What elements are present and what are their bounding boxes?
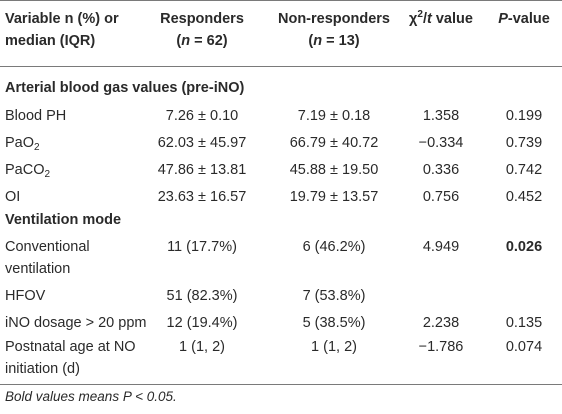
statistic-value: 0.756 xyxy=(422,189,460,205)
table-footnote: Bold values means P < 0.05. xyxy=(5,389,177,404)
row-label: Postnatal age at NO initiation (d) xyxy=(5,339,136,377)
header-responders: Responders (n = 62) xyxy=(160,11,244,49)
statistic-value: −1.786 xyxy=(418,339,464,355)
statistic-value: 1.358 xyxy=(422,108,460,124)
table-top-rule xyxy=(0,0,562,1)
non-responders-value: 7 (53.8%) xyxy=(302,288,366,304)
section-title: Arterial blood gas values (pre-iNO) xyxy=(5,80,245,96)
non-responders-value: 5 (38.5%) xyxy=(302,315,366,331)
row-label: PaCO2 xyxy=(5,162,51,180)
header-p-value: P-value xyxy=(498,11,550,27)
row-label: Conventional ventilation xyxy=(5,239,90,277)
non-responders-value: 6 (46.2%) xyxy=(302,239,366,255)
responders-value: 51 (82.3%) xyxy=(166,288,238,304)
row-label: iNO dosage > 20 ppm xyxy=(5,315,147,331)
table-header: Variable n (%) or median (IQR) Responders… xyxy=(0,8,562,58)
responders-value: 12 (19.4%) xyxy=(166,315,238,331)
header-variable: Variable n (%) or median (IQR) xyxy=(5,11,119,49)
p-value: 0.026 xyxy=(505,239,543,255)
non-responders-value: 66.79 ± 40.72 xyxy=(289,135,379,151)
non-responders-value: 45.88 ± 19.50 xyxy=(289,162,379,178)
header-rule xyxy=(0,66,562,67)
responders-value: 7.26 ± 0.10 xyxy=(165,108,239,124)
statistic-value: 0.336 xyxy=(422,162,460,178)
row-label: Blood PH xyxy=(5,108,67,124)
header-non-responders: Non-responders (n = 13) xyxy=(278,11,390,49)
row-label: HFOV xyxy=(5,288,46,304)
row-label: PaO2 xyxy=(5,135,40,153)
statistic-value: 4.949 xyxy=(422,239,460,255)
p-value: 0.742 xyxy=(505,162,543,178)
responders-value: 62.03 ± 45.97 xyxy=(157,135,247,151)
responders-value: 47.86 ± 13.81 xyxy=(157,162,247,178)
row-label: OI xyxy=(5,189,21,205)
p-value: 0.739 xyxy=(505,135,543,151)
responders-value: 23.63 ± 16.57 xyxy=(157,189,247,205)
statistic-value: 2.238 xyxy=(422,315,460,331)
section-title: Ventilation mode xyxy=(5,212,122,228)
non-responders-value: 7.19 ± 0.18 xyxy=(297,108,371,124)
table-bottom-rule xyxy=(0,384,562,385)
p-value: 0.452 xyxy=(505,189,543,205)
non-responders-value: 1 (1, 2) xyxy=(311,339,357,355)
non-responders-value: 19.79 ± 13.57 xyxy=(289,189,379,205)
p-value: 0.135 xyxy=(505,315,543,331)
p-value: 0.199 xyxy=(505,108,543,124)
responders-value: 11 (17.7%) xyxy=(167,239,237,255)
statistic-value: −0.334 xyxy=(418,135,464,151)
p-value: 0.074 xyxy=(505,339,543,355)
header-statistic: χ2/t value xyxy=(409,9,473,28)
responders-value: 1 (1, 2) xyxy=(179,339,225,355)
